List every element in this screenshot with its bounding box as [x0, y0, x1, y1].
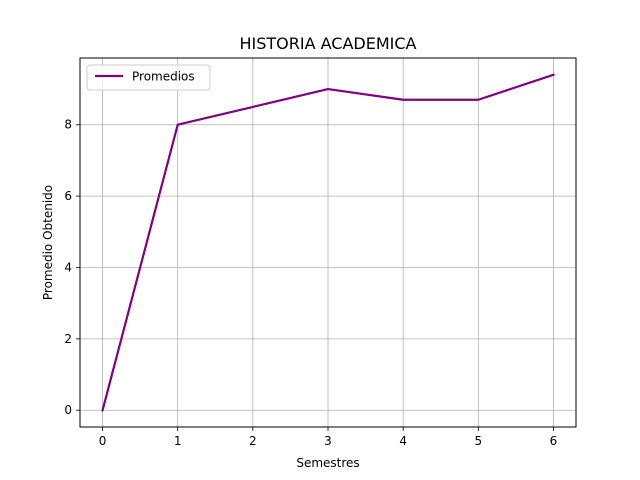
chart-title: HISTORIA ACADEMICA	[240, 34, 417, 53]
legend-box	[86, 64, 211, 91]
y-tick-label: 2	[64, 332, 72, 346]
x-axis-label: Semestres	[296, 456, 359, 470]
x-tick-label: 6	[550, 434, 558, 448]
x-tick-label: 5	[474, 434, 482, 448]
series-line-promedios	[101, 73, 555, 412]
data-series	[101, 73, 555, 412]
y-tick-label: 0	[64, 403, 72, 417]
x-tick-label: 4	[399, 434, 407, 448]
x-tick-label: 1	[174, 434, 182, 448]
x-tick-label: 3	[324, 434, 332, 448]
y-tick-label: 6	[64, 189, 72, 203]
x-tick-label: 2	[249, 434, 257, 448]
y-tick-label: 8	[64, 118, 72, 132]
y-axis-label: Promedio Obtenido	[41, 185, 55, 300]
x-tick-label: 0	[99, 434, 107, 448]
grid-lines	[80, 58, 576, 427]
y-tick-label: 4	[64, 260, 72, 274]
legend-label-promedios: Promedios	[132, 70, 195, 84]
legend: Promedios	[86, 64, 211, 91]
axis-ticks: 0 1 2 3 4 5 6 0 2 4 6 8	[64, 118, 557, 448]
